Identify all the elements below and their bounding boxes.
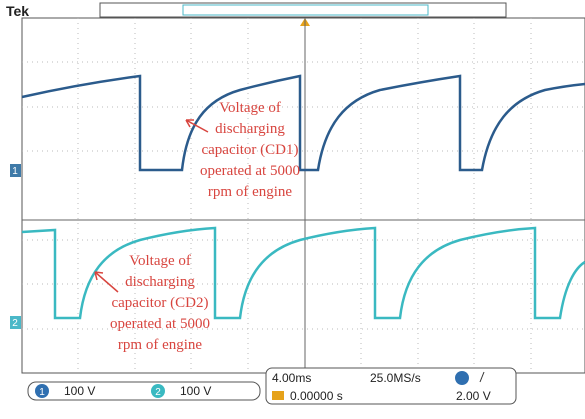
sample-rate: 25.0MS/s <box>370 371 421 385</box>
brand: Tek <box>6 3 29 19</box>
annotation-line: capacitor (CD1) <box>201 142 298 158</box>
annotation-line: rpm of engine <box>208 184 292 200</box>
annotation-line: discharging <box>215 121 285 137</box>
arrow-ch2 <box>95 272 118 292</box>
trigger-source <box>455 371 469 385</box>
annotation-line: rpm of engine <box>118 337 202 353</box>
ch2-badge-label: 2 <box>155 387 161 398</box>
trigger-offset: 0.00000 s <box>290 389 343 403</box>
timebase: 4.00ms <box>272 371 311 385</box>
ch2-waveform <box>22 228 585 318</box>
ch1-scale: 100 V <box>64 384 95 398</box>
annotation-line: Voltage of <box>129 253 191 269</box>
scope-screen: Tek 1 2 Voltage of discharging capacitor (… <box>0 0 585 419</box>
annotation-line: capacitor (CD2) <box>111 295 208 311</box>
trigger-level: 2.00 V <box>456 389 491 403</box>
ch2-scale: 100 V <box>180 384 211 398</box>
channel-status <box>28 382 260 400</box>
trigger-offset-icon <box>272 391 284 400</box>
annotation-line: operated at 5000 <box>200 163 300 179</box>
ch2-marker-label: 2 <box>12 318 18 329</box>
annotation-ch2: Voltage of discharging capacitor (CD2) oper… <box>110 253 210 353</box>
annotation-line: operated at 5000 <box>110 316 210 332</box>
ch1-waveform <box>22 76 585 170</box>
annotation-line: discharging <box>125 274 195 290</box>
annotation-ch1: Voltage of discharging capacitor (CD1) oper… <box>200 100 300 200</box>
graticule <box>22 18 585 373</box>
ch1-marker-label: 1 <box>12 166 18 177</box>
annotation-line: Voltage of <box>219 100 281 116</box>
ch1-badge-label: 1 <box>39 387 45 398</box>
plot-frame <box>22 18 585 373</box>
